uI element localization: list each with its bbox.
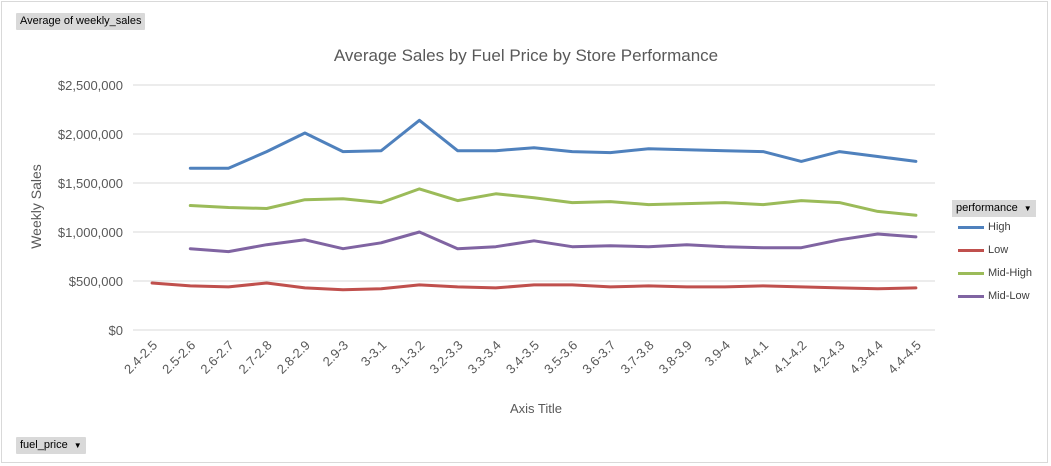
series-line-mid-low bbox=[188, 230, 918, 254]
x-tick-label: 3-3.1 bbox=[358, 338, 390, 370]
chart-title: Average Sales by Fuel Price by Store Per… bbox=[334, 46, 718, 65]
x-tick-label: 2.9-3 bbox=[320, 338, 352, 370]
legend-label: Mid-High bbox=[988, 267, 1033, 279]
x-tick-label: 2.5-2.6 bbox=[159, 338, 198, 377]
y-tick-label: $500,000 bbox=[69, 274, 123, 289]
legend-item: Mid-High bbox=[958, 267, 1032, 279]
values-field-button[interactable]: Average of weekly_sales bbox=[16, 13, 146, 30]
legend-label: High bbox=[988, 221, 1011, 233]
series-line-high bbox=[188, 118, 918, 170]
chevron-down-icon[interactable]: ▼ bbox=[1023, 204, 1032, 213]
y-tick-label: $1,500,000 bbox=[58, 176, 123, 191]
y-tick-label: $0 bbox=[109, 323, 123, 338]
x-tick-label: 4.3-4.4 bbox=[847, 338, 886, 377]
legend-swatch bbox=[958, 294, 984, 298]
y-axis-title: Weekly Sales bbox=[28, 164, 44, 249]
x-tick-label: 3.4-3.5 bbox=[503, 338, 542, 377]
x-tick-label: 3.1-3.2 bbox=[388, 338, 427, 377]
x-axis-title: Axis Title bbox=[510, 401, 562, 416]
legend-item: Low bbox=[958, 244, 1008, 256]
legend-field-button[interactable]: performance ▼ bbox=[952, 200, 1036, 217]
y-tick-label: $2,000,000 bbox=[58, 127, 123, 142]
x-tick-label: 3.8-3.9 bbox=[656, 338, 695, 377]
x-tick-label: 3.3-3.4 bbox=[465, 338, 504, 377]
values-field-label: Average of weekly_sales bbox=[20, 15, 142, 27]
legend-swatch bbox=[958, 248, 984, 252]
x-tick-label: 2.6-2.7 bbox=[197, 338, 236, 377]
legend-swatch bbox=[958, 225, 984, 229]
x-tick-label: 4.1-4.2 bbox=[770, 338, 809, 377]
x-tick-label: 2.8-2.9 bbox=[274, 338, 313, 377]
series-line-low bbox=[150, 281, 918, 292]
x-tick-label: 4.2-4.3 bbox=[808, 338, 847, 377]
legend-label: Mid-Low bbox=[988, 290, 1030, 302]
y-tick-label: $2,500,000 bbox=[58, 78, 123, 93]
x-tick-label: 4.4-4.5 bbox=[885, 338, 924, 377]
axis-field-label: fuel_price bbox=[20, 439, 68, 451]
x-tick-label: 3.6-3.7 bbox=[579, 338, 618, 377]
x-tick-label: 4-4.1 bbox=[740, 338, 772, 370]
legend-field-label: performance bbox=[956, 202, 1018, 214]
x-tick-label: 3.9-4 bbox=[702, 338, 734, 370]
axis-field-button[interactable]: fuel_price ▼ bbox=[16, 437, 86, 454]
legend-item: Mid-Low bbox=[958, 290, 1030, 302]
x-tick-label: 2.7-2.8 bbox=[236, 338, 275, 377]
legend-label: Low bbox=[988, 244, 1009, 256]
x-tick-label: 3.2-3.3 bbox=[427, 338, 466, 377]
x-tick-label: 3.5-3.6 bbox=[541, 338, 580, 377]
legend-item: High bbox=[958, 221, 1011, 233]
series-line-mid-high bbox=[188, 187, 918, 217]
chevron-down-icon[interactable]: ▼ bbox=[73, 441, 82, 450]
x-tick-label: 2.4-2.5 bbox=[121, 338, 160, 377]
legend-swatch bbox=[958, 271, 984, 275]
y-tick-label: $1,000,000 bbox=[58, 225, 123, 240]
x-tick-label: 3.7-3.8 bbox=[617, 338, 656, 377]
